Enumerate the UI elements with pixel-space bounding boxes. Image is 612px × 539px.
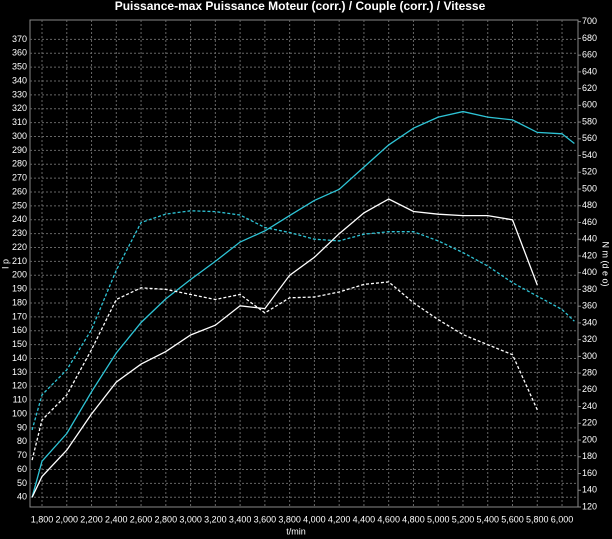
y2-tick-label: 660 [582, 50, 597, 60]
y2-tick-label: 560 [582, 133, 597, 143]
x-tick-label: 4,400 [353, 514, 376, 524]
x-tick-label: 5,200 [452, 514, 475, 524]
x-tick-label: 4,200 [328, 514, 351, 524]
y2-tick-label: 220 [582, 418, 597, 428]
x-tick-label: 3,200 [204, 514, 227, 524]
series-line [31, 198, 538, 498]
y2-tick-label: 160 [582, 468, 597, 478]
y-tick-label: 220 [12, 242, 27, 252]
y2-tick-label: 280 [582, 367, 597, 377]
y-tick-label: 160 [12, 325, 27, 335]
x-tick-label: 5,800 [526, 514, 549, 524]
x-axis-label: t/min [286, 526, 306, 536]
y-tick-label: 310 [12, 117, 27, 127]
series-line [31, 110, 575, 498]
y-tick-label: 150 [12, 339, 27, 349]
y-tick-label: 90 [17, 422, 27, 432]
x-tick-label: 3,000 [179, 514, 202, 524]
y-tick-label: 40 [17, 492, 27, 502]
y2-tick-label: 240 [582, 401, 597, 411]
y2-tick-label: 640 [582, 66, 597, 76]
y2-tick-label: 600 [582, 100, 597, 110]
y2-tick-label: 380 [582, 284, 597, 294]
y-tick-label: 180 [12, 297, 27, 307]
y2-tick-label: 540 [582, 150, 597, 160]
plot-frame [29, 19, 579, 508]
y2-tick-label: 440 [582, 234, 597, 244]
y2-tick-label: 400 [582, 267, 597, 277]
y2-tick-label: 520 [582, 167, 597, 177]
y2-tick-label: 140 [582, 485, 597, 495]
y2-tick-label: 460 [582, 217, 597, 227]
x-tick-label: 1,800 [31, 514, 54, 524]
y-axis-label: I p [0, 259, 10, 269]
y-tick-label: 330 [12, 89, 27, 99]
y-tick-label: 240 [12, 214, 27, 224]
x-tick-label: 2,600 [130, 514, 153, 524]
y-tick-label: 370 [12, 34, 27, 44]
y-tick-label: 250 [12, 200, 27, 210]
y-tick-label: 60 [17, 464, 27, 474]
y2-tick-label: 480 [582, 200, 597, 210]
y-tick-label: 280 [12, 159, 27, 169]
series-line [31, 210, 575, 431]
y-tick-label: 360 [12, 48, 27, 58]
series-line [31, 281, 538, 461]
y-tick-label: 320 [12, 103, 27, 113]
x-tick-label: 2,400 [105, 514, 128, 524]
y-tick-label: 50 [17, 478, 27, 488]
y-tick-label: 230 [12, 228, 27, 238]
x-tick-label: 4,000 [303, 514, 326, 524]
x-tick-label: 3,400 [229, 514, 252, 524]
y-tick-label: 340 [12, 75, 27, 85]
y2-tick-label: 200 [582, 434, 597, 444]
y-tick-label: 70 [17, 450, 27, 460]
y2-tick-label: 620 [582, 83, 597, 93]
y-tick-label: 110 [13, 395, 27, 405]
y2-tick-label: 700 [582, 16, 597, 26]
y-tick-label: 270 [12, 173, 27, 183]
y-tick-label: 130 [12, 367, 27, 377]
y2-tick-label: 360 [582, 301, 597, 311]
y-tick-label: 100 [12, 408, 27, 418]
x-tick-label: 2,800 [155, 514, 178, 524]
y-tick-label: 190 [12, 284, 27, 294]
x-tick-label: 3,600 [254, 514, 277, 524]
y-tick-label: 350 [12, 62, 27, 72]
y-tick-label: 300 [12, 131, 27, 141]
y-tick-label: 210 [12, 256, 27, 266]
y2-tick-label: 340 [582, 317, 597, 327]
y2-tick-label: 420 [582, 250, 597, 260]
y2-tick-label: 680 [582, 33, 597, 43]
y-tick-label: 140 [12, 353, 27, 363]
y-tick-label: 80 [17, 436, 27, 446]
y-tick-label: 260 [12, 186, 27, 196]
y-tick-label: 120 [12, 381, 27, 391]
y2-tick-label: 320 [582, 334, 597, 344]
x-tick-label: 6,000 [551, 514, 574, 524]
x-tick-label: 5,600 [501, 514, 524, 524]
y2-tick-label: 260 [582, 384, 597, 394]
y2-axis-label: N m (d e o) [601, 241, 611, 286]
x-tick-label: 5,400 [476, 514, 499, 524]
y-tick-label: 290 [12, 145, 27, 155]
x-tick-label: 2,200 [80, 514, 103, 524]
y2-tick-label: 180 [582, 451, 597, 461]
y2-tick-label: 500 [582, 183, 597, 193]
x-tick-label: 2,000 [56, 514, 79, 524]
chart-title: Puissance-max Puissance Moteur (corr.) /… [115, 0, 486, 13]
y2-tick-label: 580 [582, 116, 597, 126]
x-tick-label: 4,800 [402, 514, 425, 524]
y-tick-label: 170 [12, 311, 27, 321]
y2-tick-label: 120 [582, 501, 597, 511]
y-tick-label: 200 [12, 270, 27, 280]
x-tick-label: 5,000 [427, 514, 450, 524]
x-tick-label: 4,600 [377, 514, 400, 524]
y2-tick-label: 300 [582, 351, 597, 361]
x-tick-label: 3,800 [278, 514, 301, 524]
